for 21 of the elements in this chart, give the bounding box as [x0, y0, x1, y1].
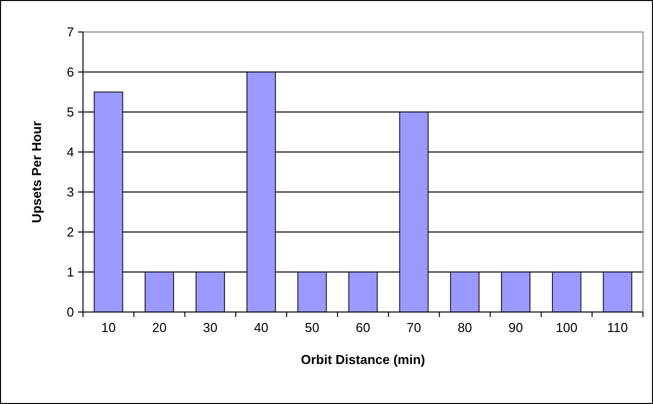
- x-tick-label: 90: [508, 320, 523, 335]
- y-tick-label: 4: [66, 144, 74, 160]
- x-tick-label: 20: [152, 320, 167, 335]
- x-tick-label: 60: [356, 320, 370, 335]
- y-tick-label: 2: [66, 224, 74, 240]
- x-tick-label: 110: [607, 320, 628, 335]
- y-tick-label: 1: [66, 264, 74, 280]
- y-axis-title: Upsets Per Hour: [29, 121, 44, 223]
- y-tick-label: 6: [66, 64, 74, 80]
- x-tick-label: 50: [304, 320, 320, 335]
- x-tick-label: 40: [254, 320, 268, 335]
- y-tick-label: 5: [66, 104, 74, 120]
- x-tick-label: 100: [556, 320, 578, 335]
- y-tick-label: 7: [66, 24, 74, 40]
- x-tick-label: 80: [458, 320, 472, 335]
- x-tick-label: 70: [406, 320, 422, 335]
- x-tick-label: 10: [101, 320, 116, 335]
- x-tick-label: 30: [203, 320, 218, 335]
- x-axis-title: Orbit Distance (min): [300, 352, 426, 367]
- y-tick-label: 0: [66, 304, 74, 320]
- y-tick-label: 3: [66, 184, 74, 200]
